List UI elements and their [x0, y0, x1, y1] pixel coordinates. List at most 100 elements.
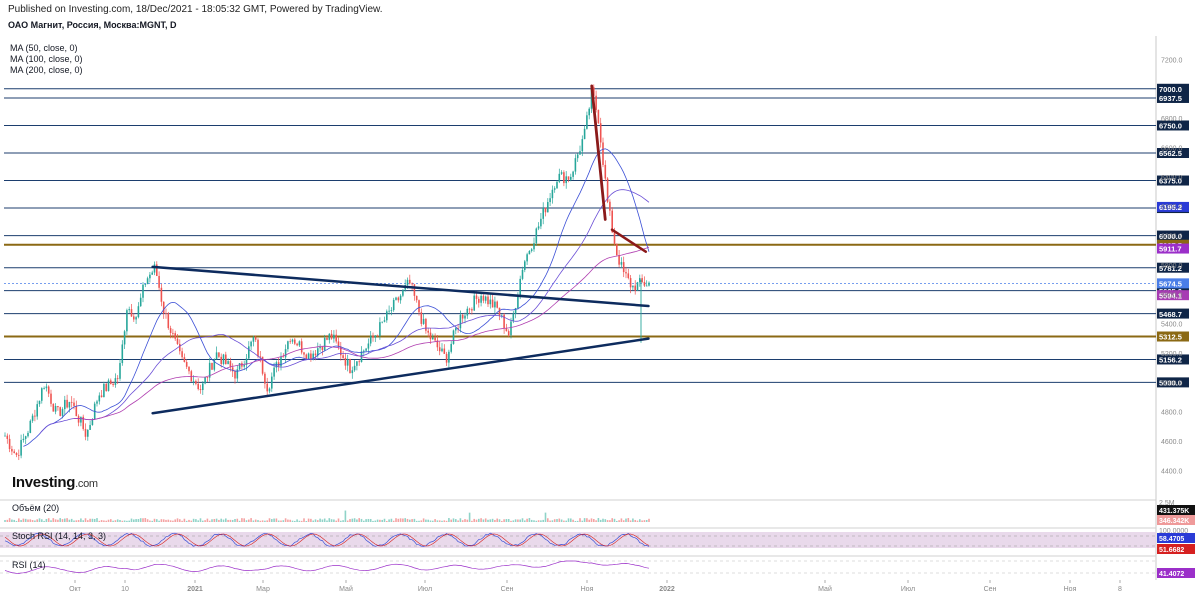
- volume-bar: [344, 510, 347, 522]
- indicator-tick-label: 346.342K: [1159, 518, 1189, 525]
- volume-bar: [514, 519, 517, 522]
- volume-bar: [406, 518, 409, 522]
- candle-body: [22, 438, 25, 441]
- ma50-label[interactable]: MA (50, close, 0): [10, 43, 78, 53]
- candle-body: [464, 315, 466, 319]
- candle-body: [257, 339, 259, 357]
- ma100-label[interactable]: MA (100, close, 0): [10, 54, 83, 64]
- volume-bar: [222, 519, 225, 522]
- indicator-box: [1157, 243, 1189, 254]
- candle-body: [441, 348, 443, 352]
- volume-bar: [537, 520, 540, 522]
- volume-bar: [420, 520, 423, 522]
- volume-bar: [441, 520, 443, 522]
- candle-body: [501, 314, 503, 316]
- volume-bar: [185, 520, 188, 522]
- candle-body: [18, 454, 20, 456]
- volume-bar: [386, 520, 388, 522]
- x-tick-label: 2021: [187, 586, 203, 593]
- candle-body: [133, 316, 135, 320]
- volume-bar: [202, 520, 204, 522]
- candle-body: [248, 346, 250, 359]
- candle-body: [158, 275, 160, 288]
- logo-suffix: .com: [75, 478, 98, 490]
- volume-bar: [533, 520, 535, 522]
- volume-bar: [296, 519, 298, 522]
- candle-body: [185, 362, 188, 367]
- candle-body: [105, 383, 107, 391]
- candle-body: [397, 297, 400, 301]
- volume-bar: [238, 520, 241, 522]
- candle-body: [57, 405, 59, 408]
- volume-bar: [68, 519, 71, 522]
- volume-bar: [105, 520, 107, 522]
- volume-bar: [319, 518, 321, 522]
- volume-bar: [530, 519, 533, 522]
- indicator-tick-label: 41.4072: [1159, 571, 1184, 578]
- volume-bar: [151, 520, 153, 522]
- level-box: [1157, 308, 1189, 319]
- candle-body: [34, 415, 36, 417]
- volume-bar: [22, 518, 25, 522]
- rsi-label[interactable]: RSI (14): [12, 560, 46, 570]
- candle-body: [524, 261, 526, 270]
- indicator-box: [1157, 201, 1189, 212]
- y-tick-label: 6400.0: [1161, 175, 1183, 182]
- volume-bar: [551, 520, 554, 522]
- volume-bar: [643, 520, 646, 522]
- candle-body: [312, 353, 314, 360]
- volume-bar: [379, 519, 381, 522]
- stoch-rsi-label[interactable]: Stoch RSI (14, 14, 3, 3): [12, 531, 107, 541]
- candle-body: [271, 376, 273, 389]
- candle-body: [503, 314, 505, 329]
- candle-body: [602, 142, 604, 165]
- candle-body: [461, 314, 464, 319]
- level-box: [1157, 148, 1189, 159]
- volume-bar: [24, 518, 27, 522]
- volume-label[interactable]: Объём (20): [12, 503, 60, 513]
- volume-bar: [234, 518, 236, 522]
- volume-bar: [625, 518, 627, 522]
- volume-bar: [211, 519, 213, 522]
- indicator-tick-box: [1157, 533, 1195, 543]
- volume-bar: [496, 518, 498, 522]
- candle-body: [59, 407, 61, 416]
- volume-bar: [183, 518, 186, 522]
- volume-bar: [648, 518, 650, 522]
- trendline-4: [610, 228, 648, 253]
- candle-body: [266, 383, 268, 392]
- volume-bar: [227, 519, 229, 522]
- volume-bar: [639, 519, 641, 522]
- volume-bar: [277, 520, 280, 522]
- level-label: 5000.0: [1159, 379, 1182, 388]
- volume-bar: [519, 519, 521, 522]
- volume-bar: [365, 519, 367, 522]
- candle-body: [342, 355, 344, 358]
- volume-bar: [41, 519, 43, 522]
- volume-bar: [162, 519, 165, 522]
- candle-body: [544, 208, 547, 213]
- candle-body: [167, 313, 170, 329]
- volume-bar: [192, 518, 195, 522]
- level-box: [1157, 331, 1189, 342]
- volume-bar: [103, 520, 105, 522]
- volume-bar: [333, 519, 335, 522]
- candle-body: [406, 279, 409, 285]
- candle-body: [639, 278, 641, 283]
- candle-body: [142, 284, 144, 298]
- volume-bar: [369, 518, 372, 522]
- volume-bar: [96, 518, 98, 522]
- indicator-tick-box: [1157, 505, 1195, 515]
- candle-body: [369, 335, 372, 344]
- volume-bar: [89, 518, 91, 522]
- volume-bar: [11, 519, 13, 522]
- volume-bar: [291, 520, 294, 522]
- volume-bar: [565, 520, 567, 522]
- ma200-label[interactable]: MA (200, close, 0): [10, 65, 83, 75]
- volume-bar: [429, 520, 432, 522]
- candle-body: [498, 307, 501, 316]
- indicator-label: 5911.7: [1159, 245, 1182, 254]
- candle-body: [448, 351, 450, 363]
- x-tick-label: Ноя: [1064, 586, 1077, 593]
